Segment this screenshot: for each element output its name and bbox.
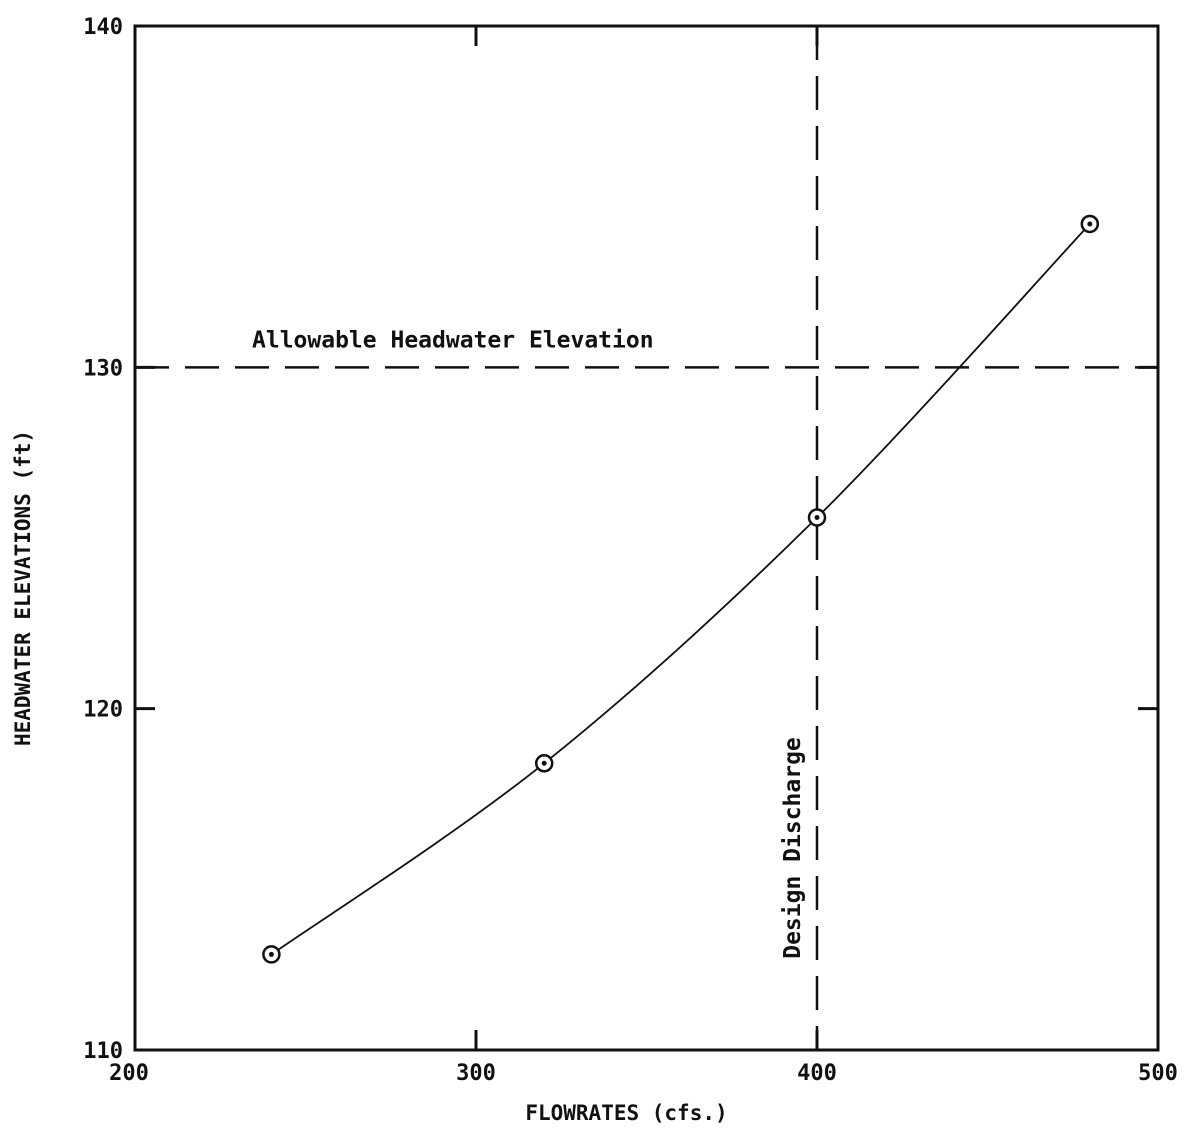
x-tick-label: 300	[456, 1061, 496, 1086]
data-point-dot	[814, 515, 820, 521]
plot-frame	[133, 24, 1160, 1052]
x-tick-label: 400	[797, 1061, 837, 1086]
data-point-dot	[541, 760, 547, 766]
y-axis-label: HEADWATER ELEVATIONS (ft)	[11, 430, 35, 746]
design-discharge-label: Design Discharge	[780, 737, 806, 959]
data-point-dot	[268, 951, 274, 957]
y-tick-label: 110	[83, 1039, 123, 1064]
y-tick-label: 140	[83, 15, 123, 40]
text-layer: FLOWRATES (cfs.) HEADWATER ELEVATIONS (f…	[11, 327, 806, 1125]
y-tick-label: 120	[83, 698, 123, 723]
series-layer	[262, 214, 1100, 964]
series-line	[270, 223, 1091, 956]
data-point-dot	[1087, 221, 1093, 227]
x-tick-label: 200	[109, 1061, 149, 1086]
axes-layer: 200 300 400 500 110 120 130 140	[83, 15, 1178, 1086]
x-axis-label: FLOWRATES (cfs.)	[525, 1101, 727, 1125]
y-tick-label: 130	[83, 356, 123, 381]
reference-lines-layer	[135, 26, 1158, 1050]
x-tick-label: 500	[1138, 1061, 1178, 1086]
allowable-headwater-label: Allowable Headwater Elevation	[252, 327, 654, 353]
